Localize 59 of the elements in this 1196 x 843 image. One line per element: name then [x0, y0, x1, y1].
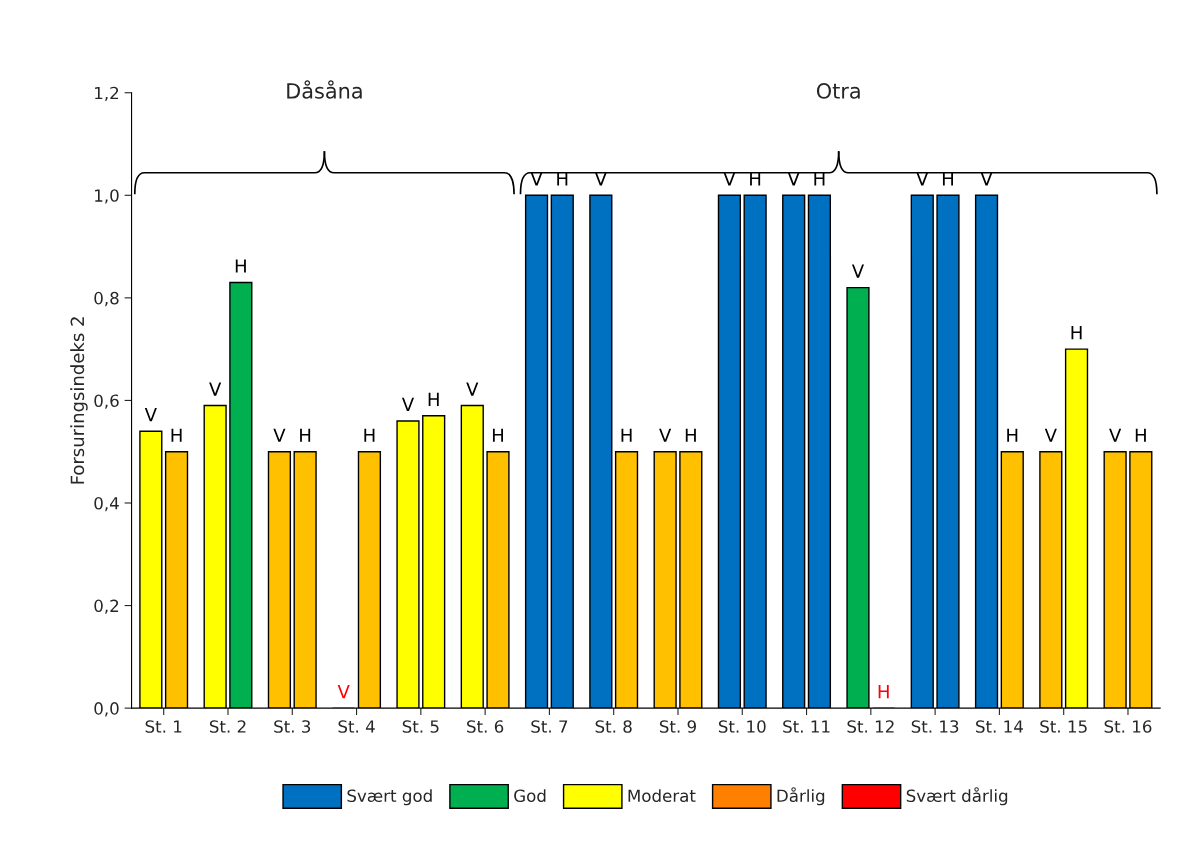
legend-label: God [514, 789, 546, 803]
data-label: H [235, 259, 246, 273]
y-tick-label: 0,8 [94, 291, 119, 307]
x-tick-label: St. 3 [274, 720, 311, 733]
y-tick-label: 1,0 [95, 189, 119, 204]
annotation: Dåsåna [287, 80, 362, 99]
y-tick-label: 0,6 [94, 394, 119, 409]
legend-label: Dårlig [777, 787, 825, 806]
data-label: H [878, 685, 889, 699]
data-label: V [1109, 428, 1122, 442]
x-tick-label: St. 12 [847, 720, 894, 733]
data-label: V [273, 428, 286, 442]
legend-label: Svært dårlig [906, 787, 1008, 806]
data-label: V [337, 685, 350, 699]
data-label: V [144, 408, 157, 422]
x-tick-label: St. 9 [659, 720, 696, 733]
data-label: V [209, 382, 222, 396]
y-tick-label: 0,2 [94, 599, 119, 614]
x-tick-label: St. 7 [531, 720, 568, 733]
x-tick-label: St. 15 [1040, 720, 1087, 733]
legend-label: Svært god [347, 789, 432, 806]
data-label: V [401, 397, 415, 412]
data-label: V [723, 172, 736, 186]
data-label: H [814, 172, 825, 186]
x-tick-label: St. 16 [1104, 720, 1152, 733]
data-label: H [1071, 326, 1082, 340]
y-axis-title: Forsuringsindeks 2 [70, 317, 88, 484]
data-label: H [171, 428, 182, 442]
y-tick-label: 0,4 [94, 496, 119, 512]
x-tick-label: St. 13 [911, 720, 959, 733]
x-tick-label: St. 5 [402, 720, 439, 733]
data-label: H [621, 428, 632, 442]
data-label: H [428, 392, 439, 406]
annotation: Otra [816, 83, 860, 99]
data-label: H [1135, 428, 1146, 442]
data-label: H [750, 172, 761, 186]
data-label: V [1044, 428, 1057, 442]
data-label: H [685, 428, 696, 442]
data-label: V [851, 264, 865, 278]
x-tick-label: St. 10 [718, 720, 766, 733]
data-label: V [980, 172, 993, 186]
x-tick-label: St. 6 [467, 720, 504, 733]
x-tick-label: St. 11 [783, 720, 830, 733]
data-label: H [1007, 428, 1018, 442]
x-tick-label: St. 4 [338, 720, 375, 733]
y-tick-label: 0,0 [94, 702, 119, 717]
x-tick-label: St. 14 [976, 720, 1023, 733]
y-tick-label: 1,2 [95, 86, 119, 101]
x-tick-label: St. 8 [595, 720, 632, 733]
x-tick-label: St. 1 [145, 720, 182, 733]
data-label: H [492, 428, 503, 442]
data-label: H [364, 428, 375, 442]
data-label: H [300, 428, 311, 442]
data-label: V [659, 428, 672, 442]
data-label: V [466, 382, 479, 396]
x-tick-label: St. 2 [209, 720, 246, 733]
data-label: V [530, 172, 543, 186]
legend-label: Moderat [628, 789, 696, 803]
data-label: V [787, 172, 800, 186]
